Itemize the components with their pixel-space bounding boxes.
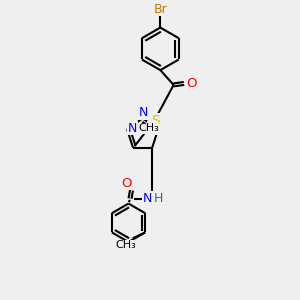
Text: N: N: [139, 106, 148, 119]
Text: CH₃: CH₃: [116, 240, 136, 250]
Text: N: N: [148, 122, 158, 135]
Text: Br: Br: [154, 3, 167, 16]
Text: O: O: [121, 177, 132, 190]
Text: S: S: [151, 114, 160, 128]
Text: N: N: [128, 122, 137, 135]
Text: O: O: [186, 77, 196, 90]
Text: N: N: [143, 192, 152, 205]
Text: H: H: [154, 192, 164, 205]
Text: CH₃: CH₃: [139, 123, 159, 133]
